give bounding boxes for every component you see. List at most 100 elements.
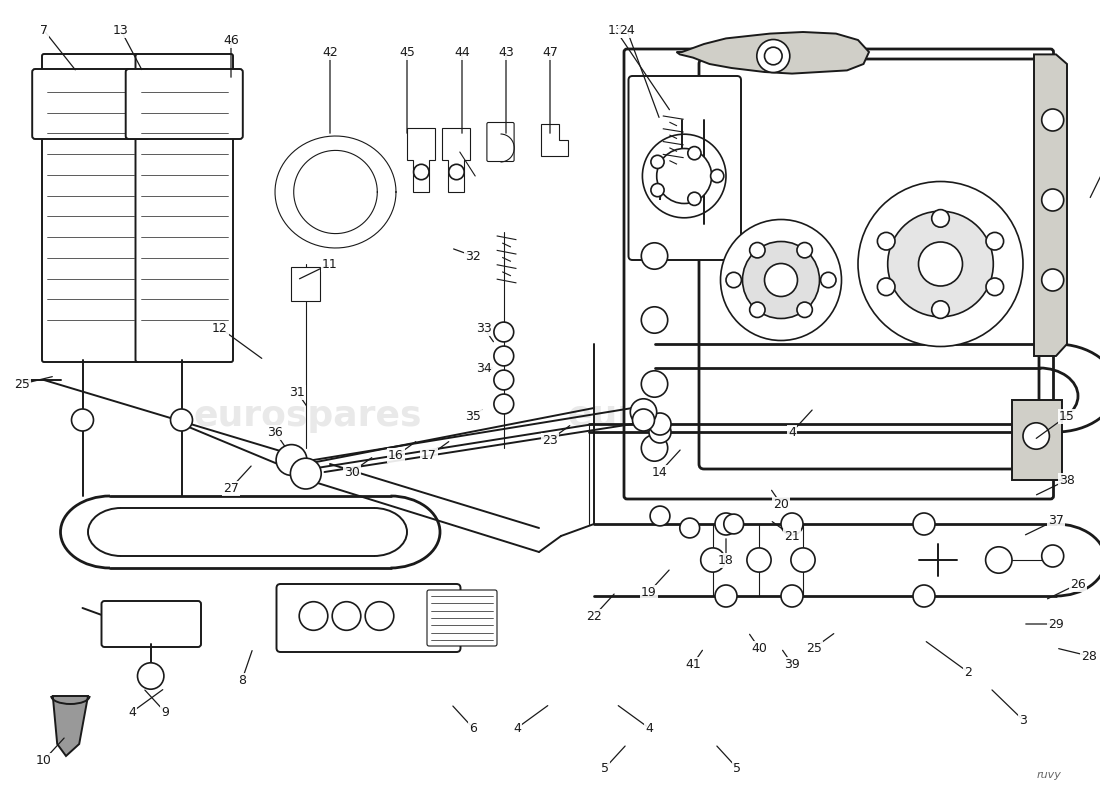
Circle shape (986, 278, 1003, 295)
Text: 44: 44 (454, 46, 470, 58)
Circle shape (449, 164, 464, 180)
Polygon shape (442, 128, 470, 192)
Text: 33: 33 (476, 322, 492, 334)
Circle shape (138, 662, 164, 689)
Circle shape (913, 585, 935, 607)
Circle shape (494, 394, 514, 414)
Polygon shape (1012, 400, 1062, 480)
Circle shape (720, 219, 842, 341)
FancyBboxPatch shape (135, 54, 233, 362)
Polygon shape (53, 696, 88, 756)
Circle shape (649, 413, 671, 435)
Circle shape (680, 518, 700, 538)
FancyBboxPatch shape (628, 76, 741, 260)
Circle shape (711, 170, 724, 182)
Text: 29: 29 (1048, 618, 1064, 630)
Text: 37: 37 (1048, 514, 1064, 526)
Circle shape (726, 272, 741, 288)
Circle shape (365, 602, 394, 630)
Text: 20: 20 (773, 498, 789, 510)
Text: 32: 32 (465, 250, 481, 262)
Text: 28: 28 (1081, 650, 1097, 662)
Text: 4: 4 (788, 426, 796, 438)
Circle shape (791, 548, 815, 572)
Text: 8: 8 (238, 674, 246, 686)
Text: 25: 25 (806, 642, 822, 654)
FancyBboxPatch shape (698, 59, 1040, 469)
Circle shape (715, 513, 737, 535)
Text: 13: 13 (113, 24, 129, 37)
FancyBboxPatch shape (487, 122, 514, 162)
Circle shape (1042, 109, 1064, 131)
Text: 22: 22 (586, 610, 602, 622)
Circle shape (747, 548, 771, 572)
Text: 40: 40 (751, 642, 767, 654)
Text: 5: 5 (733, 762, 741, 774)
Circle shape (299, 602, 328, 630)
Circle shape (332, 602, 361, 630)
Text: 4: 4 (128, 706, 136, 718)
Circle shape (651, 155, 664, 169)
Circle shape (641, 435, 668, 461)
Text: 42: 42 (322, 46, 338, 58)
Text: 14: 14 (652, 466, 668, 478)
Text: 6: 6 (469, 722, 477, 734)
Circle shape (290, 458, 321, 489)
Text: 19: 19 (641, 586, 657, 598)
Circle shape (878, 278, 895, 295)
Circle shape (986, 233, 1003, 250)
FancyBboxPatch shape (427, 590, 497, 646)
Circle shape (688, 192, 701, 206)
Circle shape (888, 211, 993, 317)
Circle shape (494, 370, 514, 390)
Circle shape (630, 398, 657, 426)
Text: 5: 5 (601, 762, 609, 774)
Circle shape (651, 183, 664, 197)
FancyBboxPatch shape (42, 54, 140, 362)
Text: 12: 12 (212, 322, 228, 334)
Circle shape (715, 585, 737, 607)
Circle shape (72, 409, 94, 431)
Circle shape (632, 409, 654, 431)
Circle shape (649, 421, 671, 443)
Circle shape (764, 263, 798, 297)
Text: 21: 21 (784, 530, 800, 542)
Circle shape (641, 370, 668, 397)
Text: 18: 18 (718, 554, 734, 566)
FancyBboxPatch shape (276, 584, 461, 652)
Text: 39: 39 (784, 658, 800, 670)
Circle shape (742, 242, 820, 318)
Circle shape (932, 210, 949, 227)
Text: 7: 7 (40, 24, 48, 37)
Text: 2: 2 (964, 666, 972, 678)
Text: 46: 46 (223, 34, 239, 46)
Circle shape (494, 346, 514, 366)
Polygon shape (407, 128, 434, 192)
Text: 4: 4 (513, 722, 521, 734)
Text: 38: 38 (1059, 474, 1075, 486)
FancyBboxPatch shape (290, 267, 320, 301)
Text: ruvy: ruvy (1036, 770, 1062, 780)
Text: eurospares: eurospares (194, 399, 422, 433)
Circle shape (414, 164, 429, 180)
Text: 15: 15 (1059, 410, 1075, 422)
Text: 45: 45 (399, 46, 415, 58)
Circle shape (642, 134, 726, 218)
Circle shape (701, 548, 725, 572)
FancyBboxPatch shape (624, 49, 1054, 499)
Circle shape (650, 506, 670, 526)
Text: 36: 36 (267, 426, 283, 438)
Text: 27: 27 (223, 482, 239, 494)
Circle shape (494, 322, 514, 342)
Circle shape (796, 242, 812, 258)
Text: 16: 16 (388, 450, 404, 462)
Text: 17: 17 (421, 450, 437, 462)
Circle shape (913, 513, 935, 535)
Circle shape (750, 302, 766, 318)
FancyBboxPatch shape (32, 69, 150, 139)
Circle shape (657, 149, 712, 203)
Circle shape (1042, 545, 1064, 567)
Circle shape (1042, 269, 1064, 291)
Text: 11: 11 (322, 258, 338, 270)
Circle shape (858, 182, 1023, 346)
